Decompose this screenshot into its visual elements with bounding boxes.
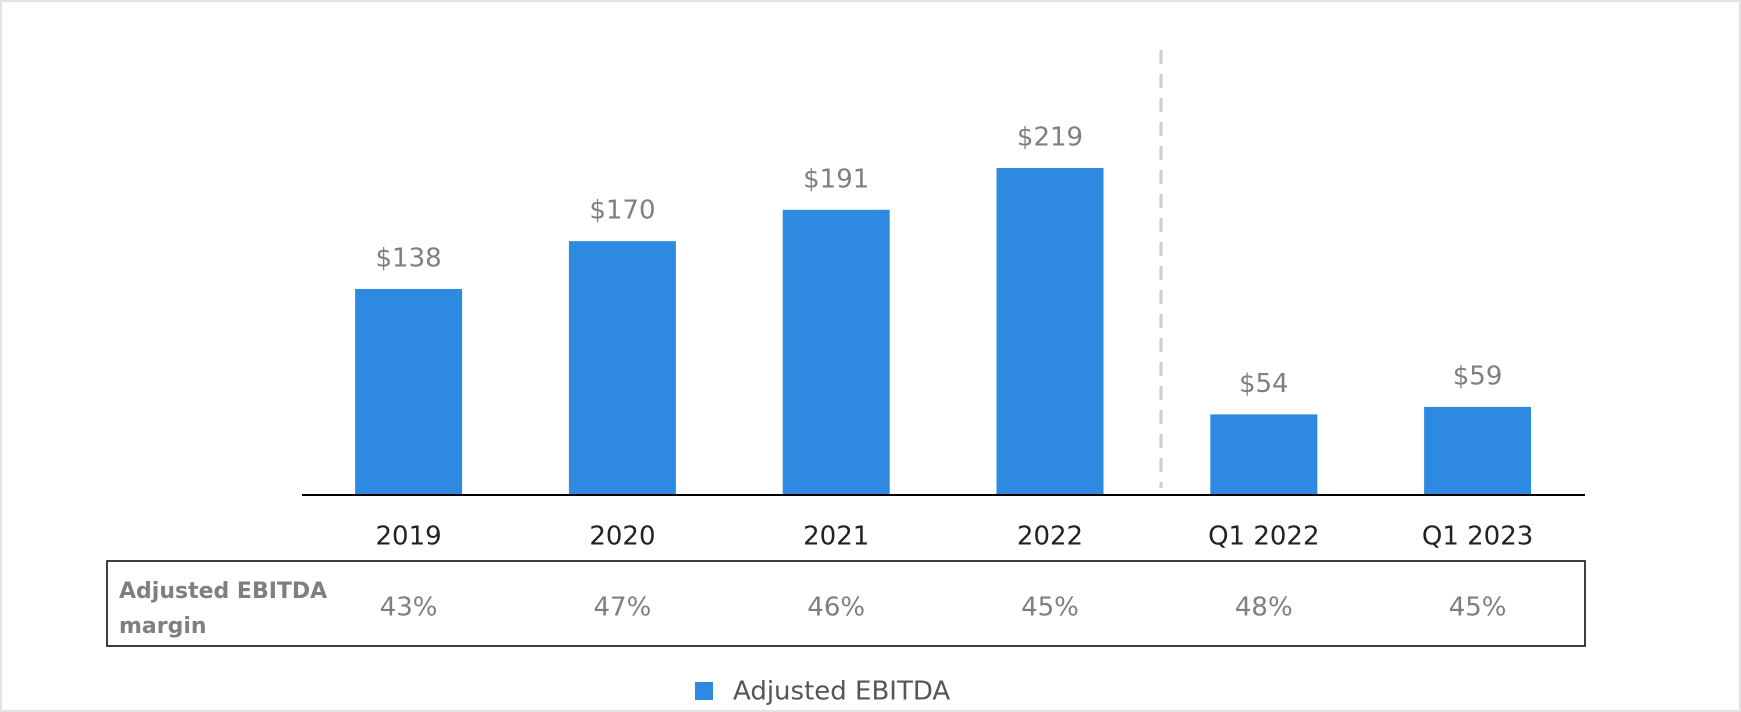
x-tick-label: 2020: [589, 522, 655, 552]
bar: [1424, 406, 1532, 495]
margin-value: 47%: [594, 593, 652, 623]
margin-value: 45%: [1021, 593, 1079, 623]
row-label: margin: [119, 614, 207, 639]
value-label: $54: [1239, 369, 1289, 399]
x-tick-label: Q1 2023: [1422, 522, 1533, 552]
bar: [1210, 414, 1318, 495]
value-label: $191: [803, 164, 869, 194]
margin-box: [106, 560, 1586, 647]
bar: [568, 241, 676, 495]
legend-swatch: [695, 682, 713, 700]
bar: [355, 288, 463, 495]
margin-value: 45%: [1449, 593, 1507, 623]
margin-value: 46%: [807, 593, 865, 623]
x-tick-label: 2022: [1017, 522, 1083, 552]
margin-value: 43%: [380, 593, 438, 623]
x-tick-label: Q1 2022: [1208, 522, 1319, 552]
x-tick-label: 2021: [803, 522, 869, 552]
bar: [996, 168, 1104, 495]
x-tick-label: 2019: [376, 522, 442, 552]
value-label: $59: [1453, 361, 1503, 391]
bar: [782, 209, 890, 495]
value-label: $138: [376, 243, 442, 273]
margin-value: 48%: [1235, 593, 1293, 623]
value-label: $170: [589, 196, 655, 226]
legend-label: Adjusted EBITDA: [733, 677, 950, 707]
row-label: Adjusted EBITDA: [119, 579, 327, 604]
value-label: $219: [1017, 123, 1083, 153]
